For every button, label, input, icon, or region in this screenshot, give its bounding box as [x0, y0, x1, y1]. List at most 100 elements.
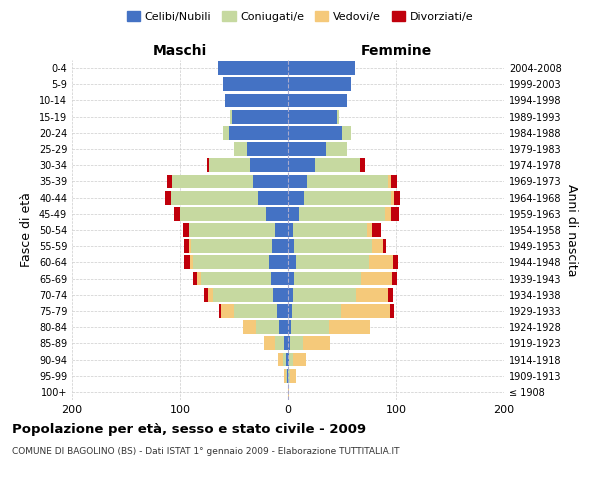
Bar: [284, 336, 288, 350]
Bar: [369, 256, 393, 270]
Bar: [219, 304, 221, 318]
Bar: [388, 174, 391, 188]
Bar: [256, 320, 280, 334]
Bar: [234, 142, 247, 156]
Bar: [218, 61, 288, 75]
Bar: [273, 288, 288, 302]
Bar: [234, 304, 277, 318]
Bar: [193, 272, 197, 285]
Bar: [172, 174, 253, 188]
Bar: [288, 190, 304, 204]
Bar: [264, 336, 275, 350]
Bar: [288, 142, 326, 156]
Bar: [184, 256, 190, 270]
Bar: [278, 352, 283, 366]
Bar: [280, 320, 288, 334]
Bar: [242, 320, 256, 334]
Bar: [214, 288, 273, 302]
Bar: [188, 223, 275, 237]
Bar: [288, 304, 292, 318]
Bar: [289, 352, 293, 366]
Bar: [372, 240, 383, 253]
Bar: [288, 158, 315, 172]
Bar: [389, 304, 394, 318]
Bar: [304, 190, 391, 204]
Bar: [393, 256, 398, 270]
Text: COMUNE DI BAGOLINO (BS) - Dati ISTAT 1° gennaio 2009 - Elaborazione TUTTITALIA.I: COMUNE DI BAGOLINO (BS) - Dati ISTAT 1° …: [12, 448, 400, 456]
Bar: [293, 223, 367, 237]
Bar: [190, 256, 193, 270]
Bar: [193, 256, 269, 270]
Bar: [341, 304, 389, 318]
Bar: [295, 240, 372, 253]
Bar: [230, 110, 232, 124]
Text: Maschi: Maschi: [153, 44, 207, 59]
Bar: [223, 126, 229, 140]
Bar: [307, 174, 388, 188]
Bar: [266, 207, 288, 220]
Bar: [290, 369, 296, 382]
Bar: [342, 126, 350, 140]
Bar: [288, 272, 295, 285]
Bar: [288, 288, 293, 302]
Bar: [295, 272, 361, 285]
Bar: [288, 126, 342, 140]
Bar: [288, 352, 289, 366]
Bar: [283, 352, 286, 366]
Bar: [232, 110, 288, 124]
Bar: [367, 223, 372, 237]
Bar: [269, 256, 288, 270]
Bar: [172, 190, 258, 204]
Bar: [204, 288, 208, 302]
Bar: [315, 158, 361, 172]
Bar: [197, 272, 200, 285]
Bar: [288, 61, 355, 75]
Bar: [288, 385, 289, 399]
Legend: Celibi/Nubili, Coniugati/e, Vedovi/e, Divorziati/e: Celibi/Nubili, Coniugati/e, Vedovi/e, Di…: [124, 8, 476, 25]
Bar: [288, 240, 295, 253]
Bar: [191, 240, 272, 253]
Bar: [288, 320, 291, 334]
Bar: [250, 158, 288, 172]
Bar: [288, 94, 347, 108]
Bar: [226, 94, 288, 108]
Bar: [221, 304, 234, 318]
Bar: [165, 190, 172, 204]
Bar: [326, 142, 347, 156]
Bar: [392, 272, 397, 285]
Bar: [258, 190, 288, 204]
Bar: [284, 369, 286, 382]
Bar: [361, 272, 392, 285]
Y-axis label: Fasce di età: Fasce di età: [20, 192, 33, 268]
Bar: [337, 110, 339, 124]
Bar: [293, 352, 307, 366]
Bar: [184, 240, 188, 253]
Bar: [208, 288, 214, 302]
Bar: [288, 78, 350, 91]
Bar: [229, 126, 288, 140]
Y-axis label: Anni di nascita: Anni di nascita: [565, 184, 578, 276]
Bar: [271, 272, 288, 285]
Bar: [288, 207, 299, 220]
Bar: [183, 223, 188, 237]
Bar: [356, 288, 388, 302]
Text: Popolazione per età, sesso e stato civile - 2009: Popolazione per età, sesso e stato civil…: [12, 422, 366, 436]
Bar: [223, 78, 288, 91]
Bar: [299, 207, 385, 220]
Bar: [288, 369, 290, 382]
Bar: [361, 158, 365, 172]
Bar: [286, 369, 287, 382]
Bar: [385, 207, 391, 220]
Bar: [394, 190, 400, 204]
Bar: [277, 304, 288, 318]
Bar: [288, 256, 296, 270]
Bar: [293, 288, 356, 302]
Bar: [296, 256, 369, 270]
Bar: [391, 207, 399, 220]
Bar: [188, 240, 191, 253]
Bar: [391, 190, 394, 204]
Text: Femmine: Femmine: [361, 44, 431, 59]
Bar: [288, 174, 307, 188]
Bar: [173, 207, 180, 220]
Bar: [288, 110, 337, 124]
